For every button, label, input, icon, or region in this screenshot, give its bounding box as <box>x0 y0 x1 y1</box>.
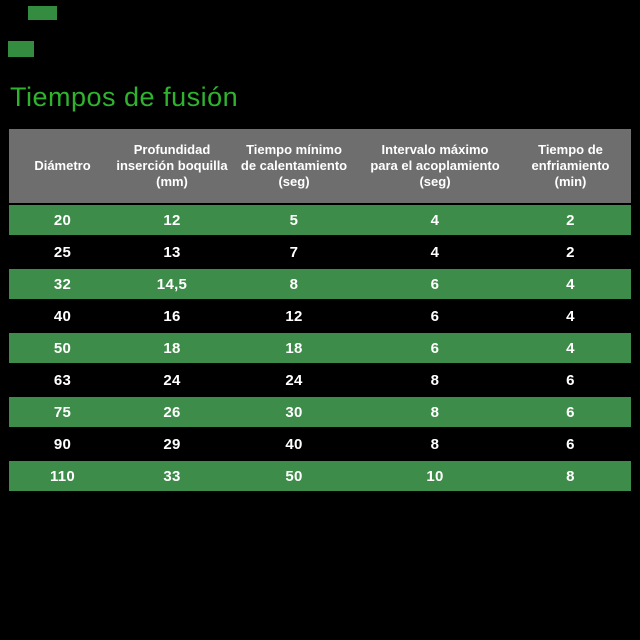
fusion-times-table: Diámetro Profundidad inserción boquilla … <box>9 129 631 493</box>
green-accent-square <box>8 41 34 57</box>
cell-enfriamiento: 6 <box>566 371 575 389</box>
cell-profundidad: 26 <box>116 395 228 429</box>
cell-enfriamiento: 2 <box>510 203 631 237</box>
cell-diametro: 110 <box>9 459 116 493</box>
cell-profundidad: 13 <box>163 243 181 261</box>
cell-calentamiento: 40 <box>285 435 303 453</box>
cell-enfriamiento: 2 <box>566 243 575 261</box>
cell-diametro: 50 <box>9 331 116 365</box>
cell-diametro: 40 <box>53 307 72 325</box>
cell-enfriamiento: 4 <box>566 307 575 325</box>
table-body: 20 12 5 4 2 25 13 7 4 2 32 14,5 8 6 4 40… <box>9 203 631 493</box>
cell-diametro: 25 <box>53 243 72 261</box>
cell-intervalo: 8 <box>430 435 440 453</box>
table-row: 25 13 7 4 2 <box>9 236 631 268</box>
cell-intervalo: 8 <box>360 395 510 429</box>
cell-calentamiento: 50 <box>228 459 360 493</box>
cell-calentamiento: 8 <box>228 267 360 301</box>
page-title: Tiempos de fusión <box>10 82 239 112</box>
cell-profundidad: 24 <box>163 371 181 389</box>
table-row: 50 18 18 6 4 <box>9 331 631 365</box>
table-row: 63 24 24 8 6 <box>9 364 631 396</box>
cell-profundidad: 33 <box>116 459 228 493</box>
cell-intervalo: 4 <box>360 203 510 237</box>
cell-intervalo: 6 <box>360 331 510 365</box>
cell-intervalo: 6 <box>430 307 440 325</box>
cell-diametro: 63 <box>53 371 72 389</box>
header-tiempo-enfriamiento: Tiempo de enfriamiento (min) <box>531 142 610 189</box>
table-row: 75 26 30 8 6 <box>9 395 631 429</box>
table-row: 110 33 50 10 8 <box>9 459 631 493</box>
cell-calentamiento: 5 <box>228 203 360 237</box>
cell-calentamiento: 18 <box>228 331 360 365</box>
cell-calentamiento: 24 <box>285 371 303 389</box>
table-header: Diámetro Profundidad inserción boquilla … <box>9 129 631 204</box>
header-intervalo-acoplamiento: Intervalo máximo para el acoplamiento (s… <box>370 142 500 189</box>
cell-diametro: 75 <box>9 395 116 429</box>
cell-diametro: 20 <box>9 203 116 237</box>
cell-calentamiento: 7 <box>289 243 299 261</box>
header-tiempo-calentamiento: Tiempo mínimo de calentamiento (seg) <box>240 142 348 189</box>
header-profundidad-insercion: Profundidad inserción boquilla (mm) <box>116 142 228 189</box>
table-row: 40 16 12 6 4 <box>9 300 631 332</box>
cell-enfriamiento: 4 <box>510 331 631 365</box>
cell-profundidad: 14,5 <box>116 267 228 301</box>
green-accent-square <box>28 6 57 20</box>
cell-enfriamiento: 6 <box>510 395 631 429</box>
cell-profundidad: 29 <box>163 435 181 453</box>
cell-enfriamiento: 4 <box>510 267 631 301</box>
cell-enfriamiento: 6 <box>566 435 575 453</box>
cell-enfriamiento: 8 <box>510 459 631 493</box>
cell-calentamiento: 12 <box>285 307 303 325</box>
cell-intervalo: 8 <box>430 371 440 389</box>
cell-calentamiento: 30 <box>228 395 360 429</box>
cell-diametro: 32 <box>9 267 116 301</box>
cell-profundidad: 18 <box>116 331 228 365</box>
cell-intervalo: 6 <box>360 267 510 301</box>
table-header-row: Diámetro Profundidad inserción boquilla … <box>9 129 631 204</box>
cell-profundidad: 12 <box>116 203 228 237</box>
table-row: 32 14,5 8 6 4 <box>9 267 631 301</box>
table-row: 20 12 5 4 2 <box>9 203 631 237</box>
cell-diametro: 90 <box>53 435 72 453</box>
header-diametro: Diámetro <box>34 158 91 173</box>
cell-intervalo: 4 <box>430 243 440 261</box>
cell-intervalo: 10 <box>360 459 510 493</box>
table-row: 90 29 40 8 6 <box>9 428 631 460</box>
cell-profundidad: 16 <box>163 307 181 325</box>
